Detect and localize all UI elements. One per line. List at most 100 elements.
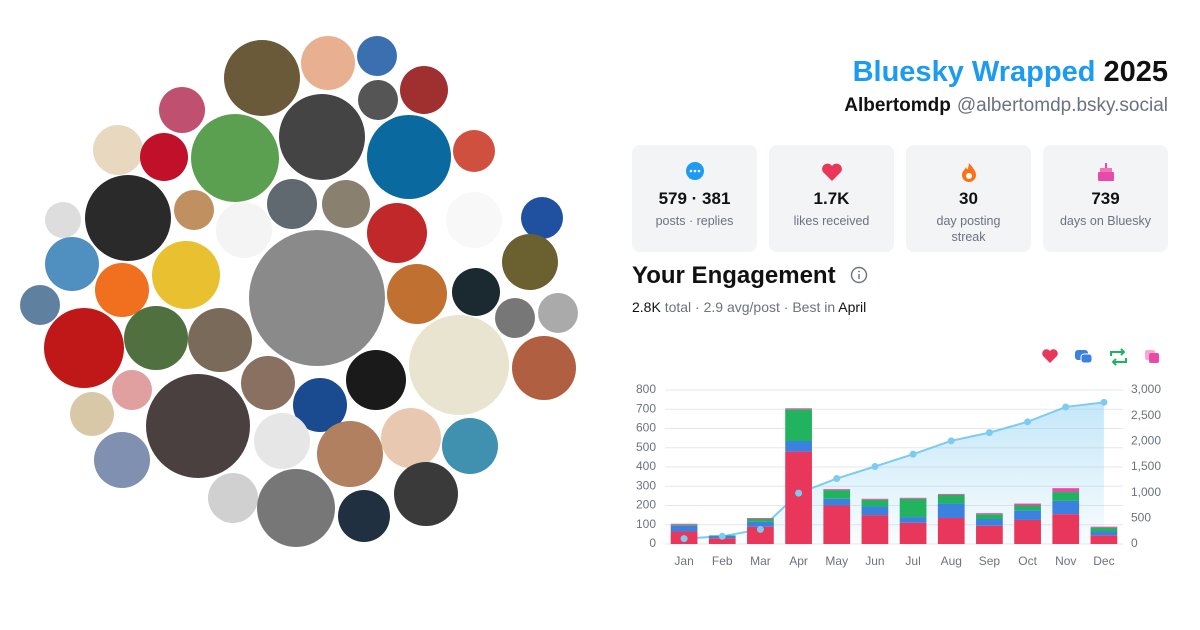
y-tick-label: 0 (649, 536, 656, 550)
avatar[interactable] (512, 336, 576, 400)
avatar[interactable] (140, 133, 188, 181)
title: Bluesky Wrapped 2025 (853, 56, 1168, 89)
avatar[interactable] (346, 350, 406, 410)
bar-segment (823, 498, 851, 506)
bar-segment (1090, 527, 1118, 532)
avatar[interactable] (45, 237, 99, 291)
app-title: Bluesky Wrapped (852, 56, 1096, 88)
avatar[interactable] (216, 202, 272, 258)
y2-tick-label: 2,500 (1131, 408, 1161, 422)
bar-segment (937, 493, 965, 495)
avatar[interactable] (174, 190, 214, 230)
avatar[interactable] (159, 87, 205, 133)
bar-segment (747, 521, 774, 527)
avatar[interactable] (112, 370, 152, 410)
avatar[interactable] (446, 192, 502, 248)
avatar[interactable] (502, 234, 558, 290)
avatar[interactable] (208, 473, 258, 523)
legend-icon[interactable] (1042, 349, 1058, 363)
avatar[interactable] (293, 378, 347, 432)
avatar[interactable] (124, 306, 188, 370)
avatar[interactable] (367, 115, 451, 199)
avatar[interactable] (85, 175, 171, 261)
avatar[interactable] (94, 432, 150, 488)
avatar[interactable] (249, 230, 385, 366)
stat-card: 739 days on Bluesky (1043, 145, 1168, 252)
avatar[interactable] (442, 418, 498, 474)
bar-segment (899, 522, 927, 544)
avatar[interactable] (279, 94, 365, 180)
legend-icon[interactable] (1145, 350, 1159, 363)
avatar[interactable] (152, 241, 220, 309)
avatar[interactable] (301, 36, 355, 90)
y2-tick-label: 0 (1131, 536, 1138, 550)
user: Albertomdp @albertomdp.bsky.social (844, 95, 1168, 117)
avatar[interactable] (452, 268, 500, 316)
avatar[interactable] (394, 462, 458, 526)
icon (685, 162, 704, 180)
info-icon[interactable] (850, 266, 868, 284)
user-name: Albertomdp (844, 95, 951, 116)
avatar[interactable] (224, 40, 300, 116)
avatar[interactable] (317, 421, 383, 487)
avatar[interactable] (322, 180, 370, 228)
bar-segment (899, 517, 927, 523)
legend (1042, 348, 1159, 366)
bar-segment (747, 518, 774, 522)
stat-label: posts · replies (655, 214, 734, 228)
avatar[interactable] (45, 202, 81, 238)
avatar[interactable] (338, 490, 390, 542)
avatar[interactable] (367, 203, 427, 263)
avatar[interactable] (495, 298, 535, 338)
avatar[interactable] (409, 315, 509, 415)
line-point (871, 462, 879, 470)
avatar[interactable] (453, 130, 495, 172)
avatar[interactable] (188, 308, 252, 372)
x-tick-label: Aug (941, 554, 962, 568)
y2-tick-label: 1,000 (1131, 485, 1161, 499)
avatar[interactable] (381, 408, 441, 468)
bar-segment (1014, 505, 1041, 511)
avatar[interactable] (538, 293, 578, 333)
y-tick-label: 600 (636, 421, 656, 435)
stat-label: likes received (793, 214, 870, 228)
avatar[interactable] (20, 285, 60, 325)
bar-segment (976, 514, 1003, 519)
stat-label: day posting streak (936, 214, 1001, 244)
avatar[interactable] (387, 264, 447, 324)
bar-segment (1052, 488, 1080, 493)
avatar[interactable] (44, 308, 124, 388)
avatar[interactable] (70, 392, 114, 436)
avatar[interactable] (241, 356, 295, 410)
bar-segment (785, 441, 812, 452)
line-point (680, 535, 688, 543)
avatar[interactable] (146, 374, 250, 478)
avatar[interactable] (357, 36, 397, 76)
avatar[interactable] (267, 179, 317, 229)
total: 2.8K (632, 299, 661, 315)
y-tick-label: 100 (636, 517, 656, 531)
bar-segment (747, 526, 774, 544)
line-point (947, 437, 955, 445)
avatar[interactable] (191, 114, 279, 202)
avatar[interactable] (93, 125, 143, 175)
bar-segment (670, 524, 698, 526)
icon (961, 163, 976, 182)
avatar[interactable] (521, 197, 563, 239)
legend-icon[interactable] (1075, 350, 1093, 364)
summary: 2.8K total · 2.9 avg/post · Best in Apri… (632, 299, 866, 315)
avatar[interactable] (95, 263, 149, 317)
stat-label: days on Bluesky (1059, 214, 1152, 228)
avatar[interactable] (257, 469, 335, 547)
bar-segment (976, 525, 1003, 544)
icon (821, 163, 842, 181)
x-tick-label: Feb (712, 554, 733, 568)
bar-segment (785, 409, 812, 442)
legend-icon[interactable] (1110, 348, 1127, 366)
y-tick-label: 500 (636, 440, 656, 454)
line-point (909, 450, 917, 458)
year: 2025 (1103, 56, 1168, 88)
avatar[interactable] (358, 80, 398, 120)
avatar[interactable] (254, 413, 310, 469)
avatar[interactable] (400, 66, 448, 114)
